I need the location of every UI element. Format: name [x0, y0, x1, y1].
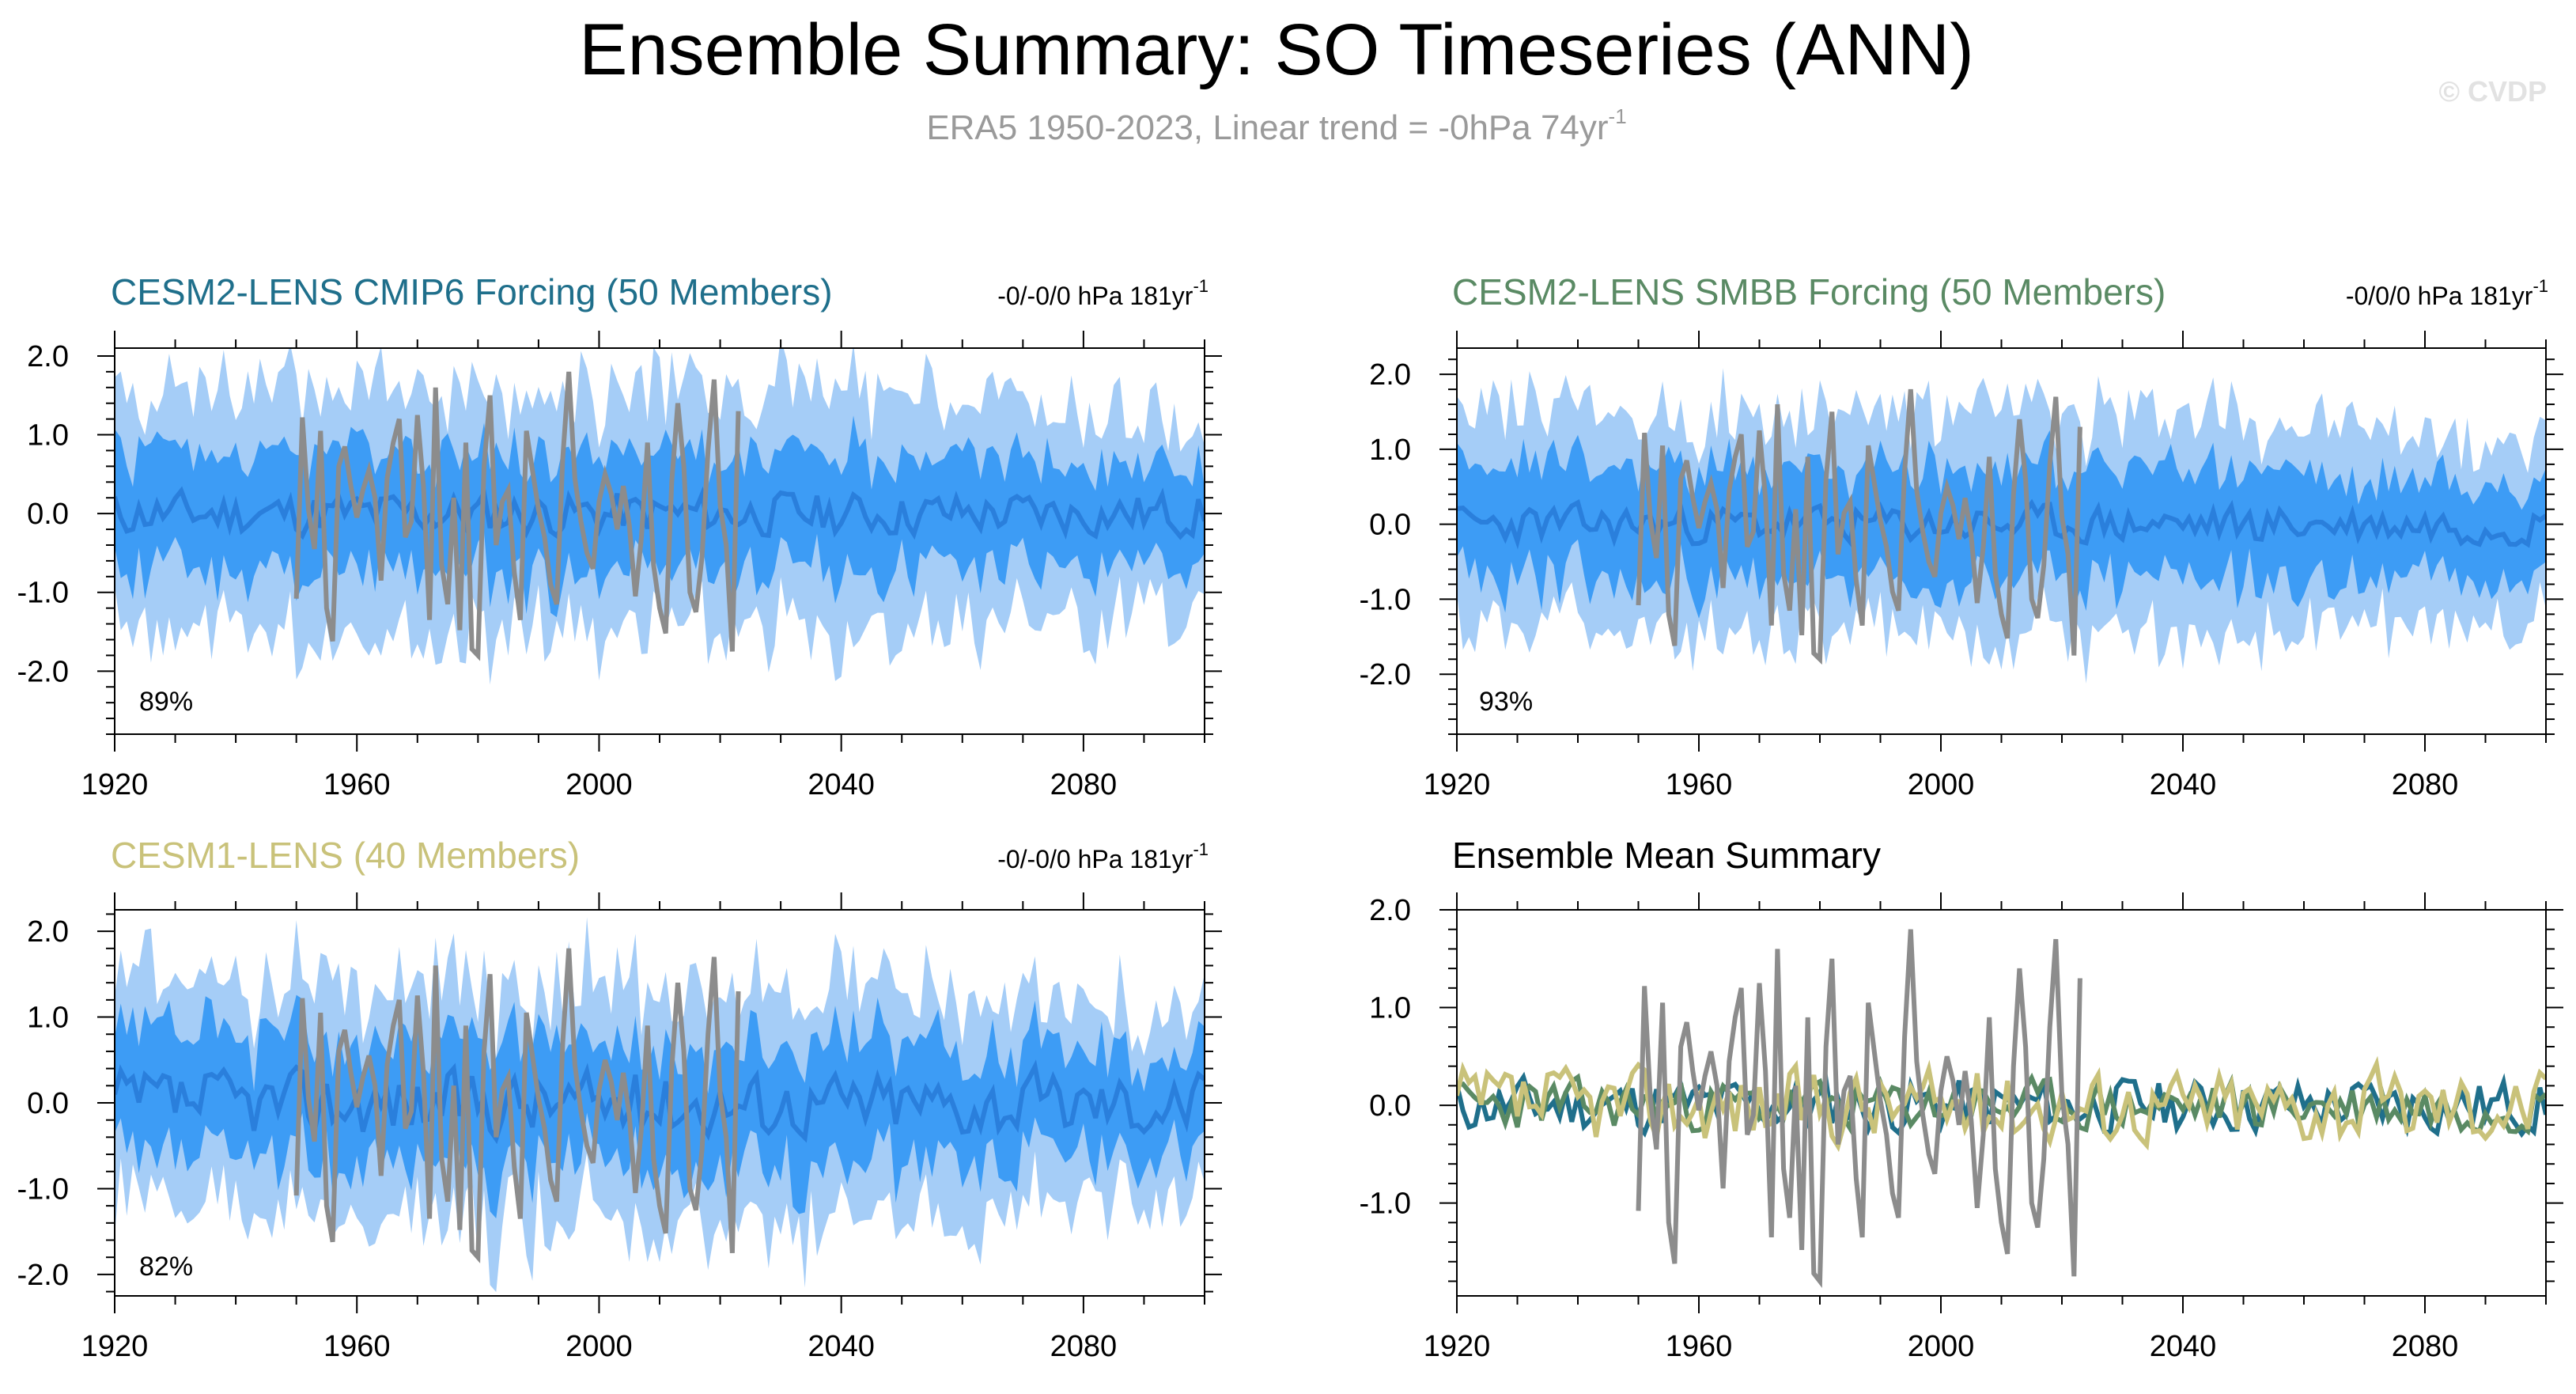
observed-line — [293, 371, 741, 661]
figure-title: Ensemble Summary: SO Timeseries (ANN) — [579, 9, 1974, 90]
observed-line — [1636, 388, 2082, 665]
y-tick-label: 1.0 — [1369, 992, 1411, 1025]
x-tick-label: 2000 — [566, 768, 633, 801]
x-tick-label: 1920 — [1424, 1330, 1491, 1363]
y-tick-label: 1.0 — [27, 1002, 69, 1035]
x-tick-label: 2080 — [1050, 1330, 1118, 1363]
plot-area-ensmean — [1457, 929, 2546, 1288]
x-tick-label: 2040 — [808, 768, 875, 801]
plot-area-smbb — [1457, 368, 2546, 684]
percent-label-cmip6: 89% — [139, 687, 193, 717]
y-tick-label: -1.0 — [17, 1172, 69, 1206]
panel-title-smbb: CESM2-LENS SMBB Forcing (50 Members) — [1452, 271, 2166, 313]
x-tick-label: 1960 — [323, 768, 391, 801]
trend-label-smbb: -0/0/0 hPa 181yr-1 — [2346, 276, 2548, 310]
x-tick-label: 2080 — [2392, 768, 2459, 801]
plot-area-cmip6 — [115, 348, 1205, 685]
y-tick-label: -2.0 — [17, 1259, 69, 1292]
series-line-era5 — [1636, 929, 2082, 1288]
y-tick-label: 0.0 — [27, 1087, 69, 1120]
y-tick-label: 2.0 — [27, 915, 69, 949]
y-tick-label: 1.0 — [1369, 434, 1411, 467]
trend-sup: -1 — [1193, 276, 1209, 296]
figure-subtitle: ERA5 1950-2023, Linear trend = -0hPa 74y… — [926, 104, 1626, 147]
x-tick-label: 2000 — [566, 1330, 633, 1363]
ensemble-mean-line — [1457, 498, 2546, 550]
ensemble-mean-line — [115, 1059, 1205, 1145]
y-tick-label: 2.0 — [27, 340, 69, 373]
x-tick-label: 2080 — [2392, 1330, 2459, 1363]
y-tick-label: -2.0 — [17, 655, 69, 688]
trend-label-cmip6: -0/-0/0 hPa 181yr-1 — [997, 276, 1209, 310]
x-tick-label: 1960 — [1666, 1330, 1733, 1363]
y-tick-label: 2.0 — [1369, 894, 1411, 927]
x-tick-label: 1920 — [81, 768, 149, 801]
y-tick-label: 0.0 — [27, 498, 69, 531]
figure-subtitle-text: ERA5 1950-2023, Linear trend = -0hPa 74y… — [926, 108, 1608, 147]
y-tick-label: 0.0 — [1369, 509, 1411, 542]
x-tick-label: 2000 — [1908, 1330, 1975, 1363]
y-tick-label: 1.0 — [27, 419, 69, 453]
x-tick-label: 1960 — [323, 1330, 391, 1363]
panel-cesm1: CESM1-LENS (40 Members) -0/-0/0 hPa 181yr… — [17, 835, 1222, 1363]
panel-title-cesm1: CESM1-LENS (40 Members) — [111, 835, 580, 876]
x-tick-label: 1960 — [1666, 768, 1733, 801]
y-tick-label: 0.0 — [1369, 1089, 1411, 1123]
panel-title-cmip6: CESM2-LENS CMIP6 Forcing (50 Members) — [111, 271, 833, 313]
trend-text: -0/0/0 hPa 181yr — [2346, 282, 2533, 310]
plot-area-cesm1 — [115, 917, 1205, 1293]
trend-sup: -1 — [2532, 276, 2548, 296]
x-tick-label: 2040 — [2150, 1330, 2217, 1363]
x-tick-label: 2000 — [1908, 768, 1975, 801]
trend-label-cesm1: -0/-0/0 hPa 181yr-1 — [997, 839, 1209, 873]
y-tick-label: -1.0 — [1360, 583, 1411, 616]
x-tick-label: 1920 — [1424, 768, 1491, 801]
y-tick-label: -1.0 — [17, 577, 69, 610]
panel-cmip6: CESM2-LENS CMIP6 Forcing (50 Members) -0/… — [17, 271, 1222, 801]
x-tick-label: 2080 — [1050, 768, 1118, 801]
credit-watermark: © CVDP — [2438, 75, 2547, 108]
panels-container: CESM2-LENS CMIP6 Forcing (50 Members) -0/… — [17, 271, 2563, 1363]
x-tick-label: 1920 — [81, 1330, 149, 1363]
trend-sup: -1 — [1193, 839, 1209, 859]
figure-subtitle-sup: -1 — [1609, 104, 1627, 128]
y-tick-label: -1.0 — [1360, 1188, 1411, 1221]
x-tick-label: 2040 — [808, 1330, 875, 1363]
trend-text: -0/-0/0 hPa 181yr — [997, 845, 1193, 873]
series-line-cesm1-lens — [1457, 1055, 2546, 1153]
y-tick-label: 2.0 — [1369, 358, 1411, 392]
panel-ensmean: Ensemble Mean Summary 1920 1960 2000 2040 208… — [1360, 835, 2563, 1363]
y-tick-label: -2.0 — [1360, 658, 1411, 691]
x-tick-label: 2040 — [2150, 768, 2217, 801]
trend-text: -0/-0/0 hPa 181yr — [997, 282, 1193, 310]
percent-label-smbb: 93% — [1479, 687, 1533, 717]
panel-smbb: CESM2-LENS SMBB Forcing (50 Members) -0/0… — [1360, 271, 2563, 801]
percent-label-cesm1: 82% — [139, 1252, 193, 1282]
observed-line — [293, 948, 741, 1263]
panel-title-ensmean: Ensemble Mean Summary — [1452, 835, 1881, 876]
